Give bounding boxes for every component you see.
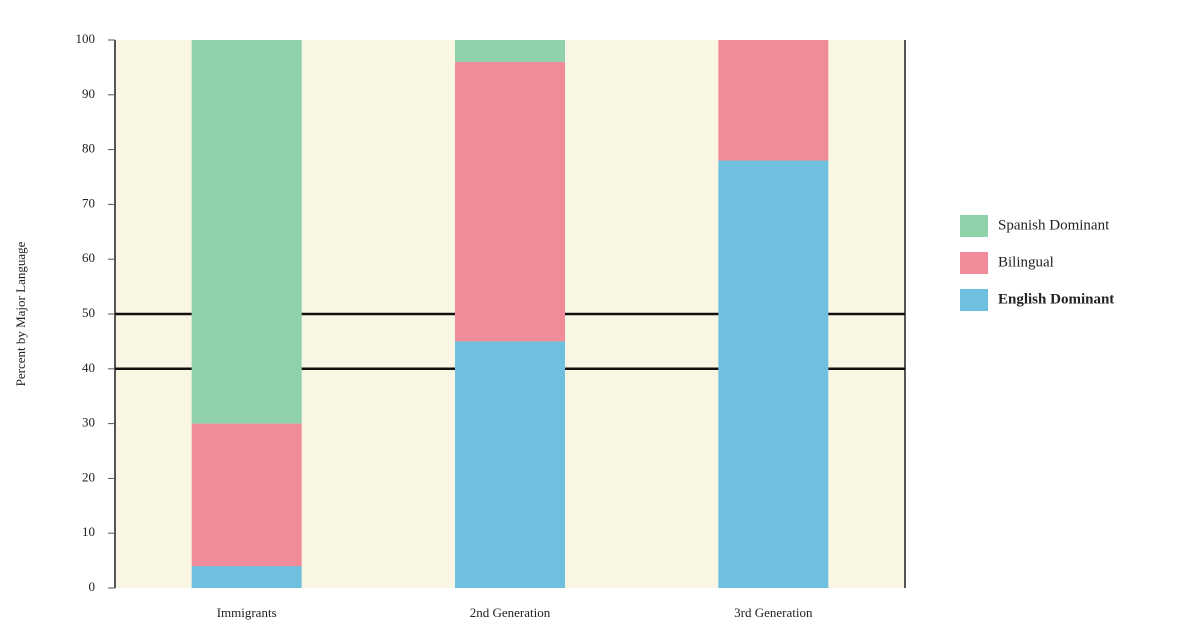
y-tick-label: 30 [82,415,95,430]
bar-segment [718,40,829,161]
y-tick-label: 100 [76,31,96,46]
x-tick-label: 2nd Generation [470,605,551,620]
y-tick-label: 40 [82,360,95,375]
y-tick-label: 90 [82,86,95,101]
bar-segment [455,61,565,342]
legend-swatch [960,252,988,274]
y-tick-label: 10 [82,524,95,539]
bar-segment [191,566,302,588]
x-tick-label: Immigrants [217,605,277,620]
bar-segment [455,40,565,62]
y-axis-label: Percent by Major Language [13,241,28,386]
legend-swatch [960,215,988,237]
y-tick-label: 80 [82,141,95,156]
y-tick-label: 20 [82,469,95,484]
legend-label: English Dominant [998,291,1114,307]
legend-label: Spanish Dominant [998,217,1110,233]
legend-swatch [960,289,988,311]
y-tick-label: 70 [82,195,95,210]
bar-segment [455,341,565,588]
legend-label: Bilingual [998,254,1054,270]
y-tick-label: 50 [82,305,95,320]
bar-segment [191,40,302,424]
y-tick-label: 0 [89,579,96,594]
y-tick-label: 60 [82,250,95,265]
bar-segment [718,160,829,588]
x-tick-label: 3rd Generation [734,605,813,620]
bar-segment [191,423,302,567]
